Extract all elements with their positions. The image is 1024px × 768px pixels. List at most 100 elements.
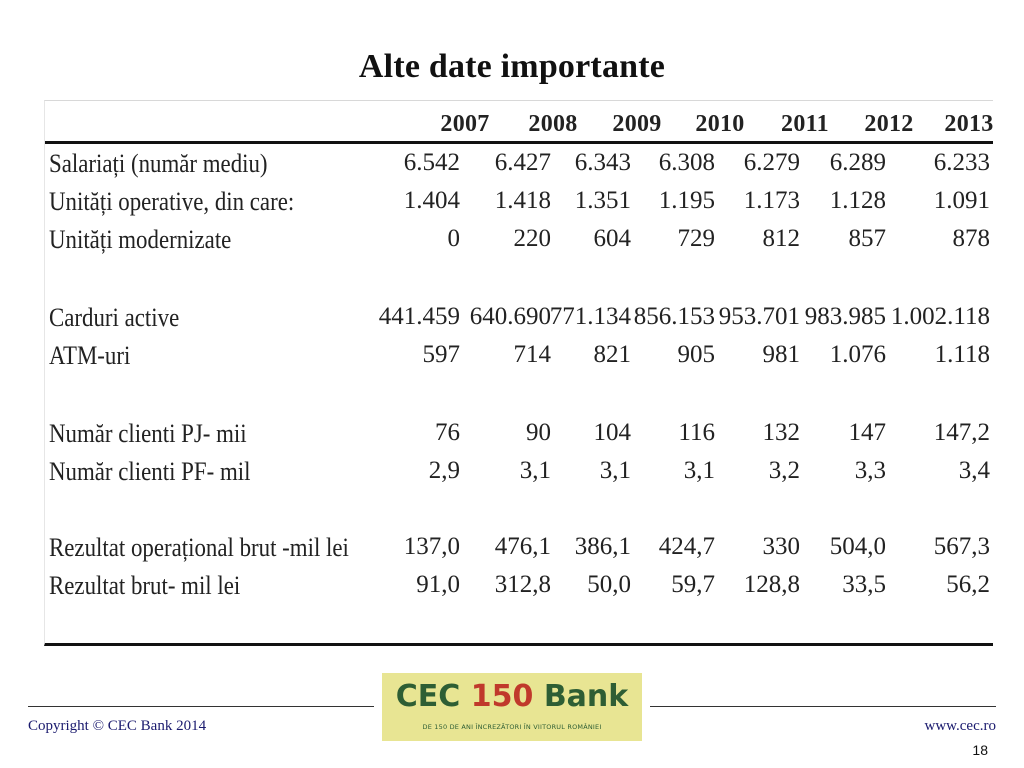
table-cell: 132 [762, 419, 801, 446]
website-link[interactable]: www.cec.ro [924, 718, 997, 734]
table-cell: 116 [678, 419, 715, 446]
table-cell: 3,4 [958, 457, 990, 484]
table-cell: 1.118 [934, 341, 990, 368]
table-cell: 3,1 [683, 457, 715, 484]
year-header-2013: 2013 [944, 111, 994, 137]
table-row: Salariați (număr mediu) 6.542 6.427 6.343 6.… [45, 149, 993, 185]
year-header-2009: 2009 [612, 111, 662, 137]
table-cell: 953.701 [718, 303, 800, 330]
table-cell: 1.076 [829, 341, 886, 368]
year-header-2010: 2010 [695, 111, 745, 137]
table-cell: 6.343 [574, 149, 631, 176]
table-cell: 3,1 [599, 457, 631, 484]
row-label: Număr clienti PJ- mii [49, 419, 247, 448]
row-label: Rezultat brut- mil lei [49, 571, 241, 600]
table-cell: 604 [593, 225, 632, 252]
table-cell: 983.985 [804, 303, 886, 330]
table-cell: 476,1 [494, 533, 551, 560]
table-cell: 220 [513, 225, 552, 252]
table-cell: 90 [526, 419, 551, 446]
table-cell: 424,7 [658, 533, 715, 560]
table-row: Carduri active 441.459 640.690 771.134 856.1… [45, 303, 993, 339]
table-cell: 386,1 [574, 533, 631, 560]
table-cell: 3,3 [854, 457, 886, 484]
table-cell: 33,5 [842, 571, 886, 598]
table-cell: 1.404 [403, 187, 460, 214]
copyright-text: Copyright © CEC Bank 2014 [28, 718, 207, 734]
table-cell: 137,0 [403, 533, 460, 560]
row-label: Unități operative, din care: [49, 187, 295, 216]
logo-tagline: DE 150 DE ANI ÎNCREZĂTORI ÎN VIITORUL RO… [422, 723, 602, 731]
table-cell: 59,7 [671, 571, 715, 598]
row-label: Carduri active [49, 303, 180, 332]
table-cell: 597 [422, 341, 461, 368]
cec-bank-logo: CEC 150 Bank DE 150 DE ANI ÎNCREZĂTORI Î… [382, 673, 642, 741]
table-row: Număr clienti PJ- mii 76 90 104 116 132 147 147… [45, 419, 993, 455]
table-cell: 6.279 [743, 149, 800, 176]
table-cell: 6.542 [403, 149, 460, 176]
row-label: Unități modernizate [49, 225, 232, 254]
table-cell: 812 [762, 225, 801, 252]
table-cell: 821 [593, 341, 632, 368]
table-cell: 91,0 [416, 571, 460, 598]
table-cell: 6.233 [933, 149, 990, 176]
logo-bank: Bank [543, 679, 629, 714]
data-table: 2007 2008 2009 2010 2011 2012 2013 Salariați (… [44, 100, 993, 646]
row-label: Rezultat operațional brut -mil lei [49, 533, 349, 562]
table-row: Unități modernizate 0 220 604 729 812 857 878 [45, 225, 993, 261]
table-cell: 905 [677, 341, 716, 368]
table-cell: 1.002.118 [890, 303, 990, 330]
row-label: ATM-uri [49, 341, 131, 370]
page-number: 18 [972, 742, 988, 758]
table-cell: 2,9 [428, 457, 460, 484]
table-cell: 714 [513, 341, 552, 368]
table-cell: 128,8 [743, 571, 800, 598]
table-cell: 771.134 [549, 303, 631, 330]
table-cell: 147 [848, 419, 887, 446]
table-cell: 567,3 [933, 533, 990, 560]
table-cell: 1.418 [494, 187, 551, 214]
year-header-2007: 2007 [440, 111, 490, 137]
table-cell: 56,2 [946, 571, 990, 598]
table-cell: 1.128 [829, 187, 886, 214]
table-cell: 6.427 [494, 149, 551, 176]
table-row: Rezultat brut- mil lei 91,0 312,8 50,0 59,7 1… [45, 571, 993, 607]
table-cell: 76 [435, 419, 460, 446]
table-cell: 147,2 [933, 419, 990, 446]
table-cell: 3,1 [519, 457, 551, 484]
year-header-2011: 2011 [781, 111, 829, 137]
table-cell: 50,0 [587, 571, 631, 598]
table-cell: 104 [593, 419, 632, 446]
table-cell: 6.289 [829, 149, 886, 176]
table-cell: 640.690 [469, 303, 551, 330]
table-row: Număr clienti PF- mil 2,9 3,1 3,1 3,1 3,2 3,3 3… [45, 457, 993, 493]
table-header-row: 2007 2008 2009 2010 2011 2012 2013 [45, 101, 993, 144]
table-cell: 857 [848, 225, 887, 252]
row-label: Salariați (număr mediu) [49, 149, 268, 178]
logo-150: 150 [470, 679, 534, 714]
table-cell: 0 [447, 225, 461, 252]
table-cell: 981 [762, 341, 801, 368]
table-cell: 6.308 [658, 149, 715, 176]
table-cell: 1.195 [658, 187, 715, 214]
logo-wordmark: CEC 150 Bank [382, 679, 642, 714]
table-row: Unități operative, din care: 1.404 1.418 1.… [45, 187, 993, 223]
table-cell: 1.091 [933, 187, 990, 214]
row-label: Număr clienti PF- mil [49, 457, 251, 486]
logo-cec: CEC [395, 679, 461, 714]
table-row: Rezultat operațional brut -mil lei 137,0 4… [45, 533, 993, 569]
table-cell: 330 [762, 533, 801, 560]
table-cell: 856.153 [633, 303, 715, 330]
footer-divider-left [28, 706, 374, 707]
table-cell: 1.173 [743, 187, 800, 214]
table-cell: 312,8 [494, 571, 551, 598]
table-cell: 3,2 [768, 457, 800, 484]
table-cell: 1.351 [574, 187, 631, 214]
table-row: ATM-uri 597 714 821 905 981 1.076 1.118 [45, 341, 993, 377]
year-header-2012: 2012 [864, 111, 914, 137]
table-cell: 878 [952, 225, 991, 252]
table-cell: 729 [677, 225, 716, 252]
slide-title: Alte date importante [358, 48, 666, 85]
year-header-2008: 2008 [528, 111, 578, 137]
table-cell: 441.459 [378, 303, 460, 330]
